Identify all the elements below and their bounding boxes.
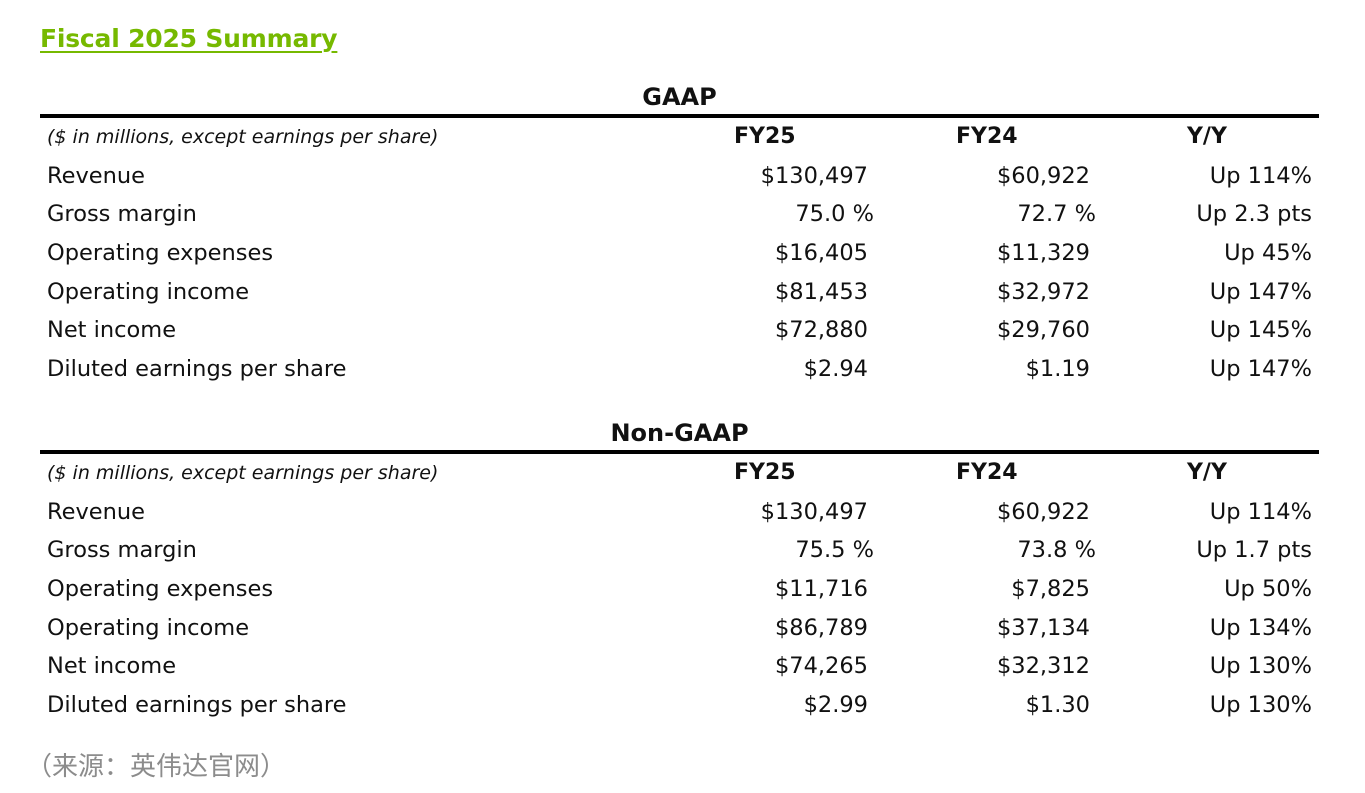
- fy25-value: 75.5 %: [795, 537, 874, 564]
- fy25-value: $86,789: [774, 614, 868, 641]
- yy-change: Up 145%: [1209, 317, 1312, 344]
- fy25-value: $16,405: [774, 240, 868, 267]
- table-row: Diluted earnings per share $2.99 $1.30 U…: [40, 686, 1319, 725]
- fy24-value: $37,134: [996, 614, 1090, 641]
- section-heading-gaap: GAAP: [40, 80, 1319, 118]
- row-label: Gross margin: [47, 537, 197, 564]
- fy25-value: 75.0 %: [795, 201, 874, 228]
- fy25-value: $2.94: [803, 356, 868, 383]
- table-row: Diluted earnings per share $2.94 $1.19 U…: [40, 350, 1319, 389]
- yy-change: Up 147%: [1209, 278, 1312, 305]
- column-header-fy25: FY25: [734, 460, 796, 485]
- row-label: Operating income: [47, 614, 250, 641]
- row-label: Operating expenses: [47, 576, 274, 603]
- table-row: Net income $74,265 $32,312 Up 130%: [40, 647, 1319, 686]
- column-header-fy25: FY25: [734, 124, 796, 149]
- section-heading-non-gaap: Non-GAAP: [40, 416, 1319, 454]
- fy24-value: $60,922: [996, 498, 1090, 525]
- yy-change: Up 130%: [1209, 653, 1312, 680]
- fy24-value: $11,329: [996, 240, 1090, 267]
- fy24-value: $29,760: [996, 317, 1090, 344]
- fy25-value: $130,497: [760, 498, 868, 525]
- fy24-value: $1.30: [1025, 692, 1090, 719]
- section-heading-label: Non-GAAP: [610, 419, 749, 447]
- fy25-value: $72,880: [774, 317, 868, 344]
- fy24-value: 72.7 %: [1017, 201, 1096, 228]
- yy-change: Up 50%: [1224, 576, 1312, 603]
- yy-change: Up 130%: [1209, 692, 1312, 719]
- column-header-fy24: FY24: [956, 460, 1018, 485]
- yy-change: Up 2.3 pts: [1196, 201, 1312, 228]
- fy25-value: $11,716: [774, 576, 868, 603]
- row-label: Gross margin: [47, 201, 197, 228]
- fy25-value: $81,453: [774, 278, 868, 305]
- section-heading-label: GAAP: [642, 83, 717, 111]
- table-row: Operating income $81,453 $32,972 Up 147%: [40, 273, 1319, 312]
- table-row: Revenue $130,497 $60,922 Up 114%: [40, 493, 1319, 532]
- table-header-row: ($ in millions, except earnings per shar…: [40, 118, 1319, 157]
- column-header-yy: Y/Y: [1187, 124, 1227, 149]
- fy24-value: $32,312: [996, 653, 1090, 680]
- table-row: Operating income $86,789 $37,134 Up 134%: [40, 609, 1319, 648]
- fy24-value: $1.19: [1025, 356, 1090, 383]
- row-label: Revenue: [47, 162, 145, 189]
- fy25-value: $74,265: [774, 653, 868, 680]
- fy24-value: $60,922: [996, 162, 1090, 189]
- row-label: Revenue: [47, 498, 145, 525]
- table-row: Net income $72,880 $29,760 Up 145%: [40, 311, 1319, 350]
- table-row: Gross margin 75.0 % 72.7 % Up 2.3 pts: [40, 195, 1319, 234]
- table-header-row: ($ in millions, except earnings per shar…: [40, 454, 1319, 493]
- fy24-value: $7,825: [1011, 576, 1090, 603]
- row-label: Diluted earnings per share: [47, 356, 347, 383]
- fy25-value: $130,497: [760, 162, 868, 189]
- column-header-yy: Y/Y: [1187, 460, 1227, 485]
- units-note: ($ in millions, except earnings per shar…: [47, 126, 439, 148]
- yy-change: Up 134%: [1209, 614, 1312, 641]
- table-row: Gross margin 75.5 % 73.8 % Up 1.7 pts: [40, 531, 1319, 570]
- yy-change: Up 147%: [1209, 356, 1312, 383]
- yy-change: Up 114%: [1209, 498, 1312, 525]
- units-note: ($ in millions, except earnings per shar…: [47, 462, 439, 484]
- column-header-fy24: FY24: [956, 124, 1018, 149]
- non-gaap-section: Non-GAAP ($ in millions, except earnings…: [40, 416, 1319, 725]
- fy25-value: $2.99: [803, 692, 868, 719]
- table-row: Operating expenses $16,405 $11,329 Up 45…: [40, 234, 1319, 273]
- source-note: （来源：英伟达官网）: [26, 752, 287, 782]
- yy-change: Up 45%: [1224, 240, 1312, 267]
- fy24-value: 73.8 %: [1017, 537, 1096, 564]
- row-label: Diluted earnings per share: [47, 692, 347, 719]
- gaap-section: GAAP ($ in millions, except earnings per…: [40, 80, 1319, 389]
- page-title: Fiscal 2025 Summary: [40, 24, 338, 53]
- fy24-value: $32,972: [996, 278, 1090, 305]
- row-label: Operating income: [47, 278, 250, 305]
- yy-change: Up 1.7 pts: [1196, 537, 1312, 564]
- yy-change: Up 114%: [1209, 162, 1312, 189]
- row-label: Net income: [47, 317, 177, 344]
- row-label: Operating expenses: [47, 240, 274, 267]
- table-row: Operating expenses $11,716 $7,825 Up 50%: [40, 570, 1319, 609]
- table-row: Revenue $130,497 $60,922 Up 114%: [40, 157, 1319, 196]
- row-label: Net income: [47, 653, 177, 680]
